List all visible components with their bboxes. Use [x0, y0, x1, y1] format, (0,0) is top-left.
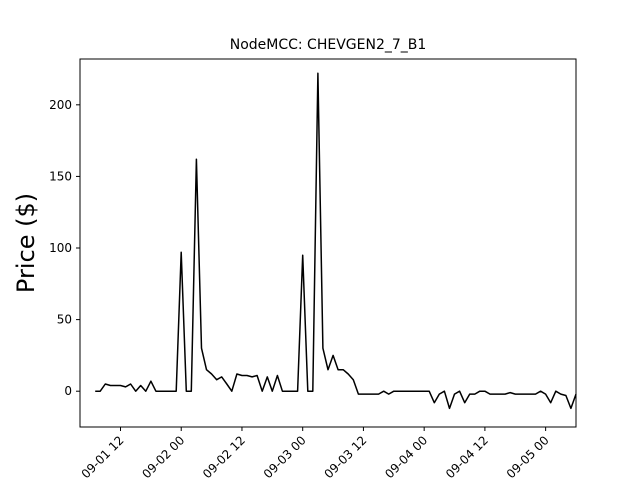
x-tick-label: 09-03 00 [261, 433, 309, 480]
y-tick-label: 100 [49, 241, 72, 255]
x-tick-label: 09-04 00 [382, 433, 430, 480]
y-ticks: 0 50 100 150 200 [49, 98, 80, 398]
x-tick-label: 09-02 12 [200, 433, 248, 480]
chart-title: NodeMCC: CHEVGEN2_7_B1 [230, 37, 427, 53]
x-tick-label: 09-04 12 [443, 433, 491, 480]
x-tick-label: 09-03 12 [321, 433, 369, 480]
x-tick-label: 09-01 12 [79, 433, 127, 480]
x-ticks: 09-01 12 09-02 00 09-02 12 09-03 00 09-03 12… [79, 427, 552, 480]
y-tick-label: 150 [49, 169, 72, 183]
y-tick-label: 0 [64, 384, 72, 398]
x-tick-label: 09-02 00 [139, 433, 187, 480]
y-tick-label: 50 [57, 313, 72, 327]
price-series-line [95, 72, 577, 410]
y-axis-label: Price ($) [12, 193, 40, 293]
y-tick-label: 200 [49, 98, 72, 112]
plot-frame [79, 58, 577, 428]
x-tick-label: 09-05 00 [504, 433, 552, 480]
